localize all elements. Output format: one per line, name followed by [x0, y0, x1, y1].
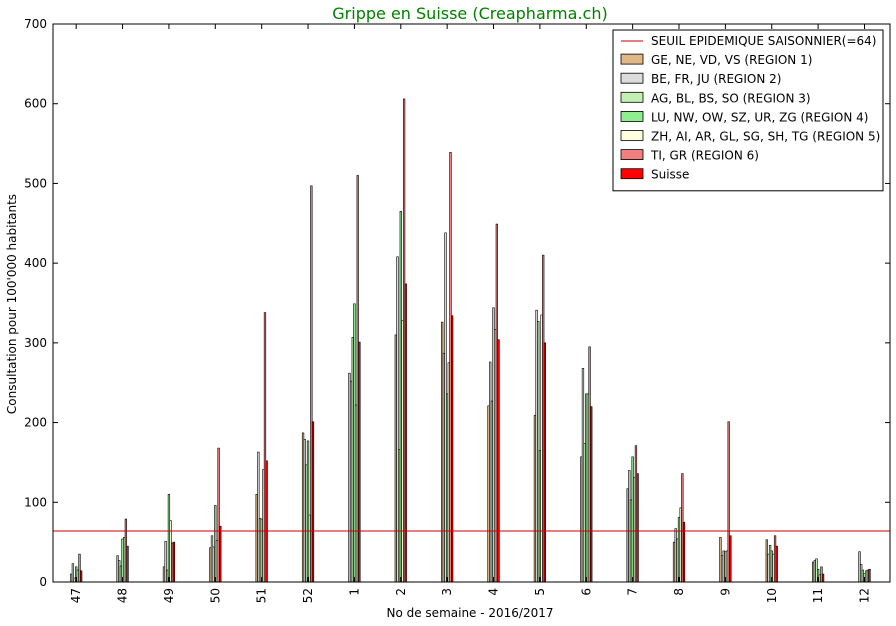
chart-title: Grippe en Suisse (Creapharma.ch): [332, 4, 607, 23]
y-tick-label: 200: [24, 416, 47, 430]
legend-label-2: BE, FR, JU (REGION 2): [651, 72, 781, 86]
bar-7-week-2: [404, 283, 407, 583]
bar-7-week-49: [172, 541, 176, 583]
bar-7-week-3: [450, 315, 454, 583]
legend-label-3: AG, BL, BS, SO (REGION 3): [651, 91, 811, 105]
y-tick-label: 0: [39, 575, 47, 589]
legend-frame: [612, 29, 884, 192]
bar-7-week-1: [358, 341, 361, 583]
bar-7-week-11: [821, 573, 825, 583]
y-axis: 0 100 200 300 400 500 600 700: [24, 17, 890, 589]
bar-7-week-6: [590, 406, 593, 583]
legend-swatch-2: [620, 72, 644, 84]
x-tick-label: 1: [347, 588, 361, 596]
bar-7-week-51: [265, 460, 268, 583]
x-tick-label: 7: [626, 588, 640, 596]
legend-label-7: Suisse: [651, 168, 689, 182]
plot-frame: [52, 23, 891, 583]
x-tick-label: 2: [394, 588, 408, 596]
x-axis-label: No de semaine - 2016/2017: [386, 606, 553, 620]
bar-7-week-50: [219, 525, 222, 583]
x-tick-label: 47: [69, 588, 83, 603]
y-axis-label: Consultation pour 100'000 habitants: [5, 194, 19, 414]
x-tick-label: 12: [857, 588, 871, 603]
x-tick-label: 3: [440, 588, 454, 596]
y-tick-label: 500: [24, 176, 47, 190]
x-tick-label: 6: [579, 588, 593, 596]
x-tick-label: 5: [533, 588, 547, 596]
x-tick-label: 48: [116, 588, 130, 603]
x-tick-label: 4: [487, 588, 501, 596]
bar-7-week-52: [311, 421, 315, 583]
legend: SEUIL EPIDEMIQUE SAISONNIER(=64) GE, NE, …: [612, 29, 884, 192]
x-tick-label: 50: [208, 588, 222, 603]
legend-swatch-5: [620, 130, 644, 141]
legend-label-threshold: SEUIL EPIDEMIQUE SAISONNIER(=64): [651, 34, 876, 48]
x-tick-label: 49: [162, 588, 176, 603]
legend-swatch-4: [620, 111, 644, 122]
x-tick-label: 10: [765, 588, 779, 603]
legend-swatch-1: [620, 53, 644, 65]
bar-7-week-47: [80, 570, 83, 583]
x-tick-label: 9: [718, 588, 732, 596]
bar-7-week-48: [126, 545, 129, 583]
x-tick-label: 8: [672, 588, 686, 596]
y-tick-label: 700: [24, 17, 47, 31]
x-tick-label: 52: [301, 588, 315, 603]
bar-7-week-5: [543, 342, 546, 583]
x-tick-label: 51: [255, 588, 269, 603]
x-axis: 47 48 49 50 51 52 1 2 3 4 5 6 7 8 9 10 11 12: [69, 24, 871, 603]
legend-label-4: LU, NW, OW, SZ, UR, ZG (REGION 4): [651, 110, 868, 124]
legend-label-6: TI, GR (REGION 6): [650, 149, 759, 163]
bar-7-week-4: [497, 339, 500, 583]
legend-label-5: ZH, AI, AR, GL, SG, SH, TG (REGION 5): [651, 130, 880, 144]
bar-7-week-12: [868, 568, 871, 583]
bar-7-week-7: [636, 473, 639, 583]
legend-swatch-7: [620, 168, 644, 180]
bar-7-week-9: [729, 535, 732, 583]
y-tick-label: 100: [24, 495, 47, 509]
x-tick-label: 11: [811, 588, 825, 603]
bars-group: [70, 98, 871, 583]
y-tick-label: 600: [24, 97, 47, 111]
legend-swatch-3: [620, 91, 644, 103]
bar-7-week-10: [775, 545, 778, 583]
legend-label-1: GE, NE, VD, VS (REGION 1): [651, 53, 812, 67]
y-tick-label: 300: [24, 336, 47, 350]
y-tick-label: 400: [24, 256, 47, 270]
legend-swatch-6: [620, 149, 644, 161]
